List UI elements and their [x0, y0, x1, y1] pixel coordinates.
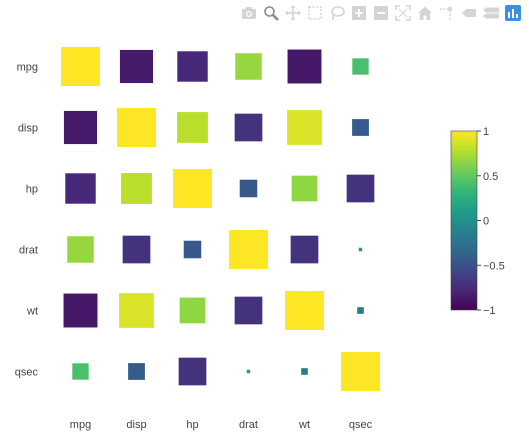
autoscale-button[interactable]	[393, 3, 413, 23]
cell-qsec-mpg[interactable]	[72, 363, 89, 380]
y-tick-hp: hp	[26, 184, 38, 196]
colorbar-tick-label: −1	[483, 305, 496, 317]
pan-icon	[285, 5, 301, 21]
cell-disp-qsec[interactable]	[352, 119, 369, 136]
colorbar-gradient	[450, 130, 478, 311]
reset-axes-button[interactable]	[415, 3, 435, 23]
cell-qsec-hp[interactable]	[178, 357, 207, 386]
cell-disp-disp[interactable]	[117, 108, 156, 147]
cell-wt-drat[interactable]	[234, 296, 263, 325]
cell-drat-drat[interactable]	[229, 230, 268, 269]
camera-icon	[242, 7, 256, 19]
hover-closest-icon	[462, 9, 476, 17]
spike-lines-icon	[440, 6, 453, 20]
plotly-logo-icon	[505, 5, 521, 21]
x-tick-qsec: qsec	[349, 419, 373, 431]
y-axis: mpg disp hp drat wt qsec	[15, 62, 39, 379]
colorbar-tick-label: −0.5	[483, 260, 505, 272]
lasso-select-button[interactable]	[327, 3, 347, 23]
cell-drat-qsec[interactable]	[358, 247, 363, 252]
hover-compare-icon	[483, 7, 499, 19]
cell-drat-wt[interactable]	[290, 235, 319, 264]
cell-wt-qsec[interactable]	[357, 307, 364, 314]
heatmap-cells	[61, 47, 380, 391]
modebar	[239, 3, 523, 23]
cell-hp-hp[interactable]	[173, 169, 212, 208]
box-select-button[interactable]	[305, 3, 325, 23]
x-axis: mpg disp hp drat wt qsec	[70, 419, 373, 431]
cell-mpg-qsec[interactable]	[352, 58, 369, 75]
cell-mpg-wt[interactable]	[287, 49, 322, 84]
zoom-in-button[interactable]	[349, 3, 369, 23]
cell-mpg-disp[interactable]	[119, 49, 154, 84]
pan-button[interactable]	[283, 3, 303, 23]
y-tick-drat: drat	[19, 245, 38, 257]
y-tick-qsec: qsec	[15, 367, 39, 379]
hover-compare-button[interactable]	[481, 3, 501, 23]
reset-axes-icon	[418, 6, 432, 20]
cell-disp-hp[interactable]	[177, 112, 208, 143]
x-tick-drat: drat	[239, 419, 258, 431]
colorbar: 1 0.5 0 −0.5 −1	[450, 126, 505, 317]
colorbar-tick-label: 0	[483, 216, 489, 228]
autoscale-icon	[395, 5, 411, 21]
cell-drat-hp[interactable]	[183, 240, 202, 259]
box-select-icon	[308, 6, 322, 20]
y-tick-wt: wt	[26, 306, 38, 318]
lasso-select-icon	[331, 6, 345, 21]
cell-disp-drat[interactable]	[234, 113, 263, 142]
cell-qsec-disp[interactable]	[128, 363, 145, 380]
hover-closest-button[interactable]	[459, 3, 479, 23]
cell-wt-mpg[interactable]	[63, 293, 98, 328]
cell-wt-hp[interactable]	[179, 297, 206, 324]
x-tick-mpg: mpg	[70, 419, 91, 431]
zoom-button[interactable]	[261, 3, 281, 23]
cell-drat-mpg[interactable]	[67, 236, 94, 263]
x-tick-wt: wt	[298, 419, 310, 431]
cell-hp-wt[interactable]	[291, 175, 318, 202]
y-tick-mpg: mpg	[17, 62, 38, 74]
cell-hp-disp[interactable]	[121, 173, 152, 204]
cell-drat-disp[interactable]	[122, 235, 151, 264]
zoom-out-icon	[374, 6, 388, 20]
colorbar-tick-label: 0.5	[483, 171, 498, 183]
x-tick-hp: hp	[186, 419, 198, 431]
zoom-out-button[interactable]	[371, 3, 391, 23]
camera-button[interactable]	[239, 3, 259, 23]
cell-disp-wt[interactable]	[287, 110, 322, 145]
colorbar-tick-label: 1	[483, 126, 489, 138]
cell-mpg-hp[interactable]	[177, 51, 208, 82]
x-tick-disp: disp	[126, 419, 146, 431]
cell-qsec-drat[interactable]	[246, 369, 251, 374]
cell-hp-drat[interactable]	[239, 179, 258, 198]
zoom-in-icon	[352, 6, 366, 20]
plotly-logo-button[interactable]	[503, 3, 523, 23]
cell-hp-mpg[interactable]	[65, 173, 96, 204]
cell-mpg-drat[interactable]	[235, 53, 262, 80]
cell-mpg-mpg[interactable]	[61, 47, 100, 86]
cell-qsec-wt[interactable]	[301, 368, 308, 375]
cell-wt-wt[interactable]	[285, 291, 324, 330]
cell-disp-mpg[interactable]	[63, 110, 98, 145]
y-tick-disp: disp	[18, 123, 38, 135]
cell-qsec-qsec[interactable]	[341, 352, 380, 391]
zoom-icon	[264, 6, 279, 21]
cell-hp-qsec[interactable]	[346, 174, 375, 203]
spike-lines-button[interactable]	[437, 3, 457, 23]
cell-wt-disp[interactable]	[119, 293, 154, 328]
